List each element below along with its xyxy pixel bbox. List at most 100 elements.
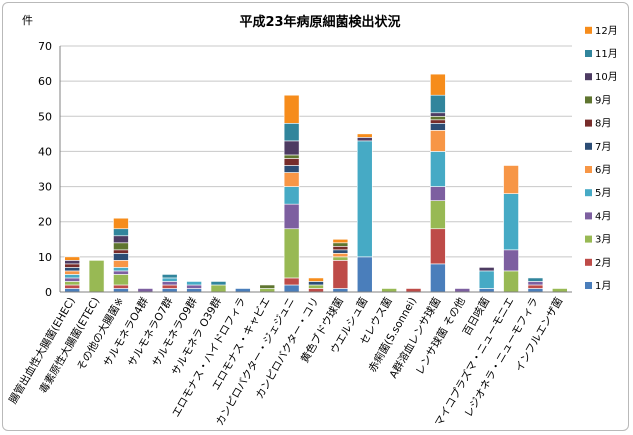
legend-swatch (585, 166, 592, 173)
bar-segment (283, 277, 300, 286)
bar-segment (356, 133, 373, 138)
legend-label: 9月 (595, 94, 611, 106)
legend-swatch (585, 142, 592, 150)
bar-segment (308, 281, 324, 286)
bar-segment (430, 94, 446, 114)
legend-swatch (585, 119, 592, 127)
bar-segment (161, 288, 178, 293)
bar-segment (113, 253, 129, 261)
bar-segment (283, 228, 300, 279)
y-tick-label: 10 (38, 251, 52, 264)
bar-segment (430, 73, 446, 96)
legend-swatch (585, 189, 592, 197)
bar-segment (88, 260, 105, 293)
bar-segment (283, 284, 300, 293)
bar-segment (332, 238, 349, 244)
bar-segment (210, 284, 227, 293)
legend-swatch (585, 96, 592, 104)
bar-segment (64, 288, 80, 293)
chart-frame (2, 2, 629, 431)
y-tick-label: 60 (38, 75, 52, 88)
y-tick-label: 70 (38, 40, 52, 53)
y-tick-label: 40 (38, 145, 52, 158)
bar-segment (283, 140, 300, 156)
bar-segment (430, 123, 446, 131)
bar-segment (332, 242, 349, 247)
bar-segment (503, 193, 519, 251)
legend-label: 11月 (595, 48, 618, 60)
bar-segment (113, 274, 129, 286)
legend: 1月 2月 3月 4月 5月 6月 7月 8月 9月 10月 11月 12月 (585, 25, 618, 292)
bar-segment (308, 288, 324, 293)
bar-segment (64, 263, 80, 268)
legend-swatch (585, 73, 592, 81)
bar-segment (332, 288, 349, 293)
bars (64, 73, 568, 293)
bar-segment (113, 228, 129, 237)
bar-segment (64, 281, 80, 286)
bar-segment (332, 256, 349, 261)
bar-segment (332, 249, 349, 254)
bar-segment (283, 158, 300, 166)
bar-segment (64, 274, 80, 279)
bar-segment (356, 137, 373, 142)
bar-segment (283, 123, 300, 142)
bar-segment (430, 119, 446, 124)
bar-segment (235, 288, 251, 293)
bar-segment (283, 203, 300, 230)
legend-swatch (585, 212, 592, 220)
bar-segment (64, 267, 80, 272)
bar-segment (113, 270, 129, 275)
bar-segment (527, 277, 544, 282)
bar-segment (552, 288, 568, 293)
bar-segment (283, 186, 300, 205)
bar-segment (332, 246, 349, 251)
bar-segment (113, 260, 129, 268)
bar-segment (503, 165, 519, 194)
bar-segment (161, 281, 178, 286)
legend-label: 5月 (595, 187, 611, 199)
bar-segment (161, 284, 178, 289)
legend-swatch (585, 50, 592, 57)
bar-segment (527, 288, 544, 293)
bar-segment (113, 249, 129, 254)
bar-segment (454, 288, 471, 293)
legend-label: 10月 (595, 71, 618, 83)
legend-label: 2月 (595, 257, 611, 269)
bar-segment (430, 130, 446, 152)
legend-label: 7月 (595, 141, 611, 153)
legend-swatch (585, 282, 592, 289)
bar-segment (527, 284, 544, 289)
y-axis-label: 件 (22, 14, 33, 27)
bar-segment (64, 277, 80, 282)
legend-label: 3月 (595, 234, 611, 246)
bar-segment (478, 288, 495, 293)
bar-segment (478, 270, 495, 289)
gridlines (60, 45, 572, 293)
bar-segment (283, 94, 300, 124)
y-tick-label: 30 (38, 181, 52, 194)
bar-segment (430, 151, 446, 187)
bar-segment (430, 263, 446, 293)
bar-segment (430, 200, 446, 230)
bar-segment (210, 281, 227, 286)
bar-segment (430, 115, 446, 121)
bar-segment (503, 249, 519, 272)
bar-segment (186, 281, 202, 286)
bar-segment (64, 260, 80, 265)
chart-title: 平成23年病原細菌検出状況 (239, 14, 400, 30)
bar-segment (113, 242, 129, 251)
bar-segment (356, 140, 373, 258)
legend-swatch (585, 26, 592, 34)
bar-segment (356, 256, 373, 293)
y-tick-label: 0 (45, 286, 52, 299)
bar-segment (283, 165, 300, 173)
bar-segment (527, 281, 544, 286)
bar-segment (332, 253, 349, 258)
bar-segment (283, 154, 300, 159)
bar-segment (283, 172, 300, 187)
bar-segment (308, 284, 324, 289)
bar-segment (64, 256, 80, 261)
bar-segment (113, 267, 129, 272)
